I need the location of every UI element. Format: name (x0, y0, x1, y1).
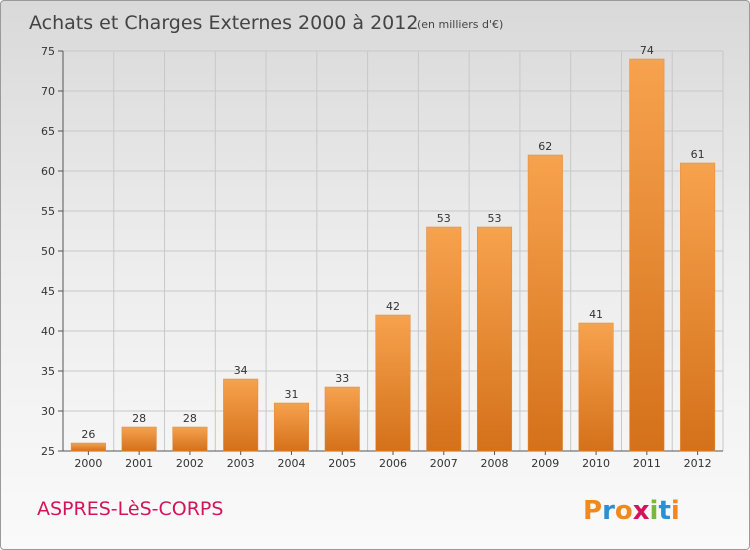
bar (70, 442, 106, 452)
x-tick-label: 2009 (531, 457, 559, 470)
x-tick-label: 2006 (379, 457, 407, 470)
data-label: 28 (132, 412, 146, 425)
bar (426, 226, 462, 452)
data-label: 74 (640, 44, 654, 57)
y-tick-label: 55 (41, 205, 55, 218)
x-tick-label: 2008 (481, 457, 509, 470)
bar (375, 314, 411, 452)
bar (273, 402, 309, 452)
x-tick-label: 2002 (176, 457, 204, 470)
data-label: 61 (691, 148, 705, 161)
bar (477, 226, 513, 452)
value-labels: 26 28 28 34 31 33 42 53 53 62 41 74 61 (81, 44, 704, 441)
bar (629, 58, 665, 452)
data-label: 28 (183, 412, 197, 425)
data-label: 42 (386, 300, 400, 313)
y-tick-label: 50 (41, 245, 55, 258)
y-tick-label: 45 (41, 285, 55, 298)
chart-subtitle: (en milliers d'€) (417, 18, 503, 31)
x-tick-label: 2007 (430, 457, 458, 470)
data-label: 26 (81, 428, 95, 441)
proxiti-logo: Proxiti (583, 496, 680, 526)
y-tick-label: 60 (41, 165, 55, 178)
data-label: 53 (488, 212, 502, 225)
x-tick-label: 2011 (633, 457, 661, 470)
logo-text: Proxiti (583, 496, 680, 526)
data-label: 31 (284, 388, 298, 401)
x-tick-label: 2005 (328, 457, 356, 470)
bar (578, 322, 614, 452)
commune-name: ASPRES-LèS-CORPS (37, 498, 223, 520)
data-label: 33 (335, 372, 349, 385)
y-tick-label: 30 (41, 405, 55, 418)
data-label: 34 (234, 364, 248, 377)
y-tick-label: 40 (41, 325, 55, 338)
y-tick-label: 75 (41, 45, 55, 58)
bar (680, 162, 716, 452)
bar (172, 426, 208, 452)
x-tick-label: 2012 (684, 457, 712, 470)
y-tick-label: 70 (41, 85, 55, 98)
x-tick-label: 2001 (125, 457, 153, 470)
bar (324, 386, 360, 452)
bar (527, 154, 563, 452)
data-label: 41 (589, 308, 603, 321)
bars (70, 58, 716, 452)
y-tick-label: 25 (41, 445, 55, 458)
x-tick-label: 2003 (227, 457, 255, 470)
y-tick-label: 35 (41, 365, 55, 378)
x-tick-label: 2010 (582, 457, 610, 470)
x-tick-label: 2000 (74, 457, 102, 470)
data-label: 53 (437, 212, 451, 225)
bar (223, 378, 259, 452)
data-label: 62 (538, 140, 552, 153)
chart-title: Achats et Charges Externes 2000 à 2012 (29, 12, 418, 34)
bar (121, 426, 157, 452)
y-tick-label: 65 (41, 125, 55, 138)
x-tick-label: 2004 (277, 457, 305, 470)
